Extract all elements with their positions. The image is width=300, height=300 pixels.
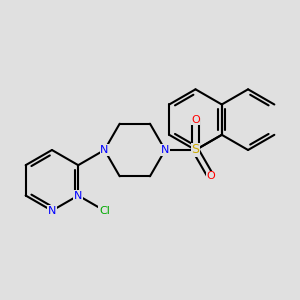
Text: N: N [48, 206, 56, 216]
Text: S: S [191, 143, 200, 157]
Text: O: O [191, 115, 200, 125]
Text: N: N [74, 190, 82, 200]
Text: O: O [206, 171, 215, 181]
Text: N: N [161, 145, 170, 155]
Text: Cl: Cl [99, 206, 110, 216]
Text: N: N [100, 145, 109, 155]
